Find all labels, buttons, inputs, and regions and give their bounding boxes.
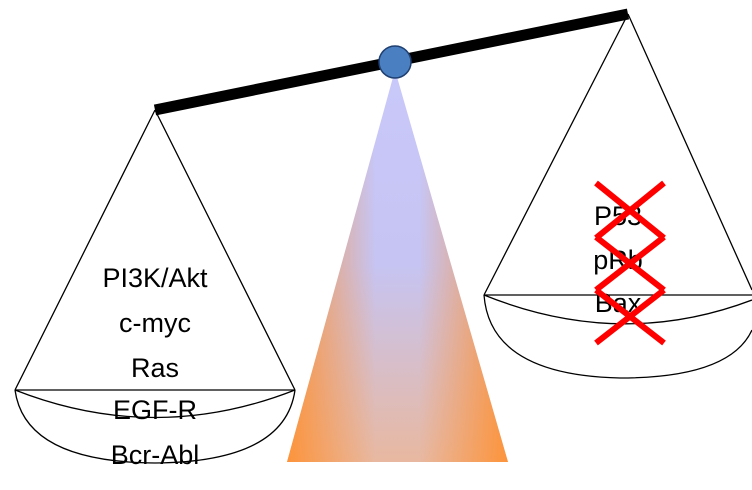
left-pan: PI3K/Akt c-myc Ras EGF-R Bcr-Abl <box>15 110 295 470</box>
pan-item: Ras <box>131 353 179 383</box>
balance-scale: PI3K/Akt c-myc Ras EGF-R Bcr-Abl P53 pRb… <box>0 0 752 490</box>
stand <box>287 70 508 462</box>
pan-item: EGF-R <box>113 395 197 425</box>
pan-item: PI3K/Akt <box>102 263 208 293</box>
pan-item: Bcr-Abl <box>111 440 200 470</box>
pan-item: c-myc <box>119 308 191 338</box>
right-pan: P53 pRb Bax <box>484 14 752 378</box>
pivot <box>379 46 411 78</box>
